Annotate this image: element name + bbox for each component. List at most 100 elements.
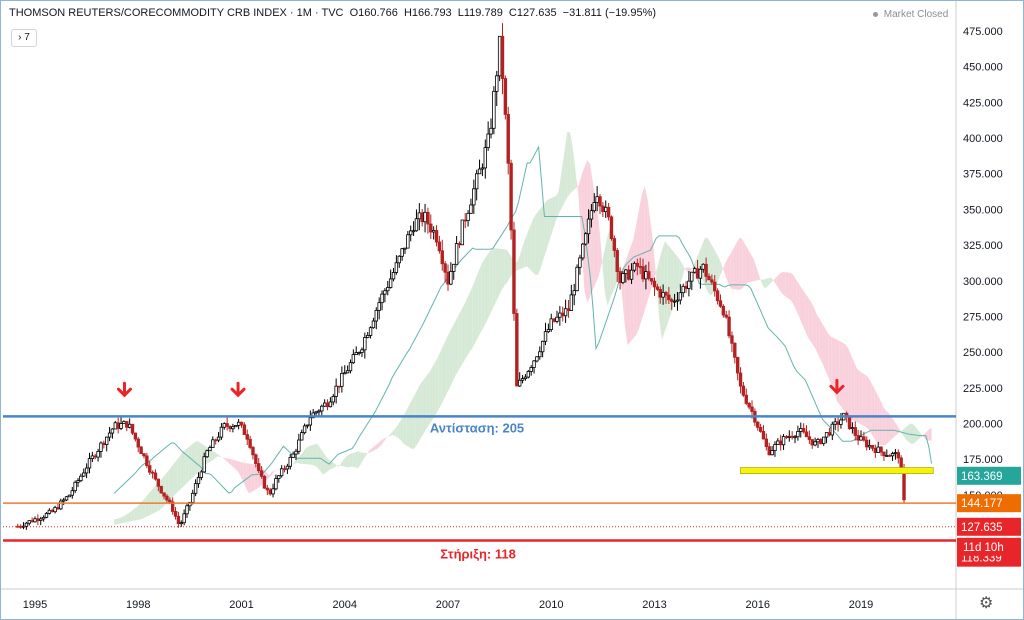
candle-body — [406, 234, 410, 249]
cloud-segment — [897, 425, 901, 435]
high-value: H166.793 — [403, 7, 452, 19]
cloud-segment — [122, 514, 126, 524]
candle-body — [130, 423, 135, 434]
candle-body — [486, 133, 490, 149]
candle-body — [535, 356, 539, 362]
candle-body — [523, 376, 528, 380]
candle-body — [242, 424, 247, 435]
candle-body — [885, 455, 889, 457]
cloud-segment — [145, 493, 149, 518]
candle-body — [50, 509, 54, 513]
candle-body — [437, 241, 442, 252]
candle-body — [681, 285, 685, 294]
cloud-segment — [604, 236, 608, 306]
cloud-segment — [676, 255, 680, 298]
cloud-segment — [337, 463, 341, 468]
candle-body — [285, 465, 290, 470]
candle-body — [64, 496, 69, 501]
candle-body — [675, 299, 680, 302]
y-tick-label: 450.000 — [963, 62, 1003, 74]
cloud-segment — [415, 388, 419, 448]
cloud-segment — [507, 250, 510, 283]
cloud-segment — [584, 160, 588, 303]
candle-body — [839, 419, 843, 425]
cloud-segment — [383, 437, 387, 442]
candle-body — [692, 268, 697, 273]
cloud-segment — [380, 438, 384, 446]
indicator-count: 7 — [24, 32, 30, 43]
candle-body — [119, 423, 123, 429]
cloud-segment — [725, 257, 728, 283]
candle-body — [887, 455, 892, 457]
candle-body — [268, 489, 272, 495]
candle-body — [767, 446, 771, 456]
symbol-title[interactable]: THOMSON REUTERS/CORECOMMODITY CRB INDEX … — [9, 7, 344, 19]
cloud-segment — [578, 174, 582, 250]
candle-body — [592, 202, 596, 212]
cloud-segment — [441, 343, 444, 405]
cloud-segment — [134, 506, 138, 521]
cloud-segment — [865, 374, 869, 430]
cloud-segment — [747, 249, 751, 283]
candle-body — [145, 455, 149, 467]
candle-body — [595, 196, 599, 203]
cloud-segment — [805, 293, 809, 339]
candle-body — [735, 356, 740, 374]
candle-body — [79, 475, 83, 482]
cloud-segment — [168, 466, 172, 502]
indicator-collapse-button[interactable]: › 7 — [11, 29, 37, 47]
candle-body — [655, 286, 660, 290]
cloud-segment — [208, 448, 212, 463]
candle-body — [122, 421, 126, 424]
cloud-segment — [879, 399, 883, 446]
candle-body — [300, 432, 304, 441]
cloud-segment — [802, 289, 806, 332]
y-tick-label: 200.000 — [963, 419, 1003, 431]
candle-body — [133, 432, 138, 440]
candle-body — [477, 168, 482, 175]
cloud-segment — [822, 324, 826, 371]
cloud-segment — [607, 226, 611, 306]
cloud-segment — [452, 321, 456, 382]
y-tick-label: 375.000 — [963, 169, 1003, 181]
candle-body — [632, 262, 637, 271]
candle-body — [33, 518, 37, 523]
candle-body — [862, 436, 866, 441]
change-value: −31.811 (−19.95%) — [562, 7, 657, 19]
cloud-segment — [423, 375, 427, 434]
cloud-segment — [266, 471, 270, 481]
cloud-segment — [426, 371, 430, 429]
cloud-segment — [877, 393, 880, 445]
cloud-segment — [558, 171, 562, 214]
cloud-segment — [226, 458, 229, 464]
candle-body — [193, 483, 198, 494]
candle-body — [583, 233, 588, 245]
cloud-segment — [220, 456, 224, 459]
cloud-segment — [848, 348, 852, 420]
cloud-segment — [581, 166, 585, 291]
candle-body — [168, 499, 172, 503]
cloud-segment — [682, 263, 685, 279]
candle-body — [325, 402, 330, 408]
candle-body — [248, 438, 252, 448]
candle-body — [526, 371, 531, 378]
cloud-segment — [595, 202, 599, 283]
candle-body — [211, 439, 215, 448]
cloud-segment — [495, 248, 499, 303]
cloud-segment — [375, 443, 379, 450]
market-status: Market Closed — [873, 9, 948, 20]
y-tick-label: 475.000 — [963, 26, 1003, 38]
cloud-segment — [779, 271, 783, 295]
cloud-segment — [334, 463, 338, 468]
cloud-segment — [403, 409, 407, 446]
cloud-segment — [716, 253, 720, 286]
candle-body — [540, 340, 545, 353]
candle-body — [340, 372, 344, 387]
cloud-segment — [673, 251, 677, 307]
gear-icon[interactable]: ⚙ — [979, 595, 994, 612]
cloud-segment — [888, 412, 892, 443]
yellow-zone — [740, 467, 934, 475]
candle-body — [520, 378, 525, 381]
candle-body — [612, 238, 617, 251]
